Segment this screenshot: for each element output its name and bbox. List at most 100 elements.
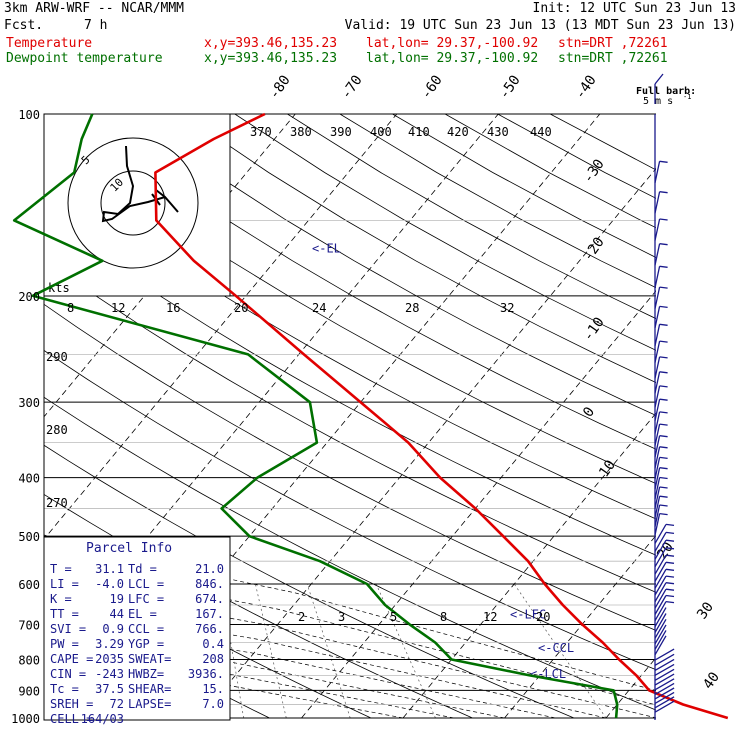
theta-label: 400 (370, 125, 392, 139)
isotherm-label: -20 (580, 234, 608, 264)
parcel-row-label: Tc = (50, 682, 79, 696)
theta-low-label: 290 (46, 350, 68, 364)
wind-barb (654, 682, 675, 695)
isotherm-line (301, 290, 656, 719)
isotherm-line (605, 657, 656, 719)
wind-barb (654, 265, 668, 288)
parcel-row-label: CAPE = (50, 652, 93, 666)
parcel-row-label2: HWBZ= (128, 667, 164, 681)
temperature-legend-station: stn=DRT ,72261 (558, 36, 668, 51)
parcel-row-label: K = (50, 592, 72, 606)
mixing-ratio-label-bottom: 20 (536, 610, 550, 624)
isotherm-label: 0 (580, 404, 598, 420)
pressure-label-500: 500 (18, 530, 40, 544)
mixing-ratio-label-top: 16 (166, 301, 180, 315)
pressure-label-200: 200 (18, 290, 40, 304)
parcel-info-title: Parcel Info (86, 541, 172, 556)
wind-barb (654, 486, 668, 509)
isotherm-label: 20 (654, 539, 677, 562)
parcel-row-label2: LFC = (128, 592, 164, 606)
wind-barb (654, 286, 668, 309)
wind-barb (654, 618, 667, 639)
isotherm-label: -50 (496, 72, 524, 102)
mixing-ratio-label-bottom: 2 (298, 610, 305, 624)
isotherm-label: -60 (418, 72, 446, 102)
dry-adiabat (392, 114, 656, 258)
parcel-row-value2: 3936. (188, 667, 224, 681)
wind-barb (654, 658, 675, 671)
temperature-legend-name: Temperature (6, 36, 93, 51)
mixing-ratio-label-top: 32 (500, 301, 514, 315)
moist-adiabat (44, 617, 556, 719)
parcel-row-value2: 7.0 (202, 697, 224, 711)
pressure-label-1000: 1000 (11, 712, 40, 726)
wind-barb (654, 539, 675, 560)
wind-barb (654, 160, 668, 183)
parcel-row-value: 164/03 (81, 712, 124, 726)
wind-barb (654, 648, 675, 661)
isotherm-label: -70 (338, 72, 366, 102)
mixing-ratio-label-bottom: 3 (338, 610, 345, 624)
parcel-row-value: 31.1 (95, 562, 124, 576)
forecast-label: Fcst. (4, 18, 44, 33)
isotherm-label: 40 (700, 669, 723, 692)
parcel-row-value: -243 (95, 667, 124, 681)
mixing-ratio-line (306, 583, 351, 719)
dewpoint-profile-line (12, 113, 619, 719)
model-title: 3km ARW-WRF -- NCAR/MMM (4, 1, 185, 16)
wind-barb (654, 191, 668, 214)
pressure-label-600: 600 (18, 578, 40, 592)
wind-barb (654, 613, 667, 633)
mixing-ratio-label-top: 12 (111, 301, 125, 315)
mixing-ratio-line (513, 583, 607, 719)
wind-barb (654, 607, 667, 628)
mixing-ratio-label-top: 28 (405, 301, 419, 315)
parcel-row-label2: Td = (128, 562, 157, 576)
wind-barb (654, 561, 675, 582)
wind-barb (654, 588, 675, 609)
parcel-row-value: 37.5 (95, 682, 124, 696)
pressure-label-800: 800 (18, 653, 40, 667)
dry-adiabat (550, 114, 656, 171)
level-annotation: <-CCL (538, 641, 574, 655)
mixing-ratio-label-top: 20 (234, 301, 248, 315)
parcel-row-value: 19 (110, 592, 124, 606)
isotherm-label: -80 (266, 72, 294, 102)
moist-adiabat (44, 600, 607, 719)
pressure-label-300: 300 (18, 396, 40, 410)
level-annotation: <-LFC (510, 608, 546, 622)
isotherm-label: 30 (694, 599, 717, 622)
parcel-row-label: CIN = (50, 667, 86, 681)
dry-adiabat (497, 114, 656, 199)
parcel-row-label2: EL = (128, 607, 157, 621)
theta-label: 420 (447, 125, 469, 139)
isotherm-label: -10 (580, 314, 608, 344)
dry-adiabat (287, 114, 656, 320)
wind-barb (654, 668, 675, 681)
wind-barb (654, 476, 668, 500)
mixing-ratio-label-top: 24 (312, 301, 326, 315)
parcel-row-value2: 208 (202, 652, 224, 666)
mixing-ratio-label-top: 8 (67, 301, 74, 315)
pressure-label-100: 100 (18, 108, 40, 122)
dewpoint-legend-latlon: lat,lon= 29.37,-100.92 (366, 51, 539, 66)
wind-barb (654, 446, 668, 469)
isotherm-label: -40 (572, 72, 600, 102)
parcel-row-label: TT = (50, 607, 79, 621)
dewpoint-legend-station: stn=DRT ,72261 (558, 51, 668, 66)
parcel-row-value: 2035 (95, 652, 124, 666)
mixing-ratio-label-bottom: 12 (483, 610, 497, 624)
parcel-row-value2: 15. (202, 682, 224, 696)
hodograph-ring-inner (100, 170, 166, 236)
wind-barb (654, 568, 675, 589)
parcel-row-label: PW = (50, 637, 79, 651)
wind-barb (654, 582, 675, 603)
wind-barb (654, 691, 675, 705)
parcel-row-value2: 21.0 (195, 562, 224, 576)
wind-barb (654, 243, 668, 266)
pressure-label-400: 400 (18, 472, 40, 486)
parcel-info-panel: Parcel Info T = 31.1 Td = 21.0 LI = -4.0 LCL =… (43, 536, 231, 726)
isotherm-line (199, 167, 656, 719)
parcel-row-label2: SHEAR= (128, 682, 171, 696)
